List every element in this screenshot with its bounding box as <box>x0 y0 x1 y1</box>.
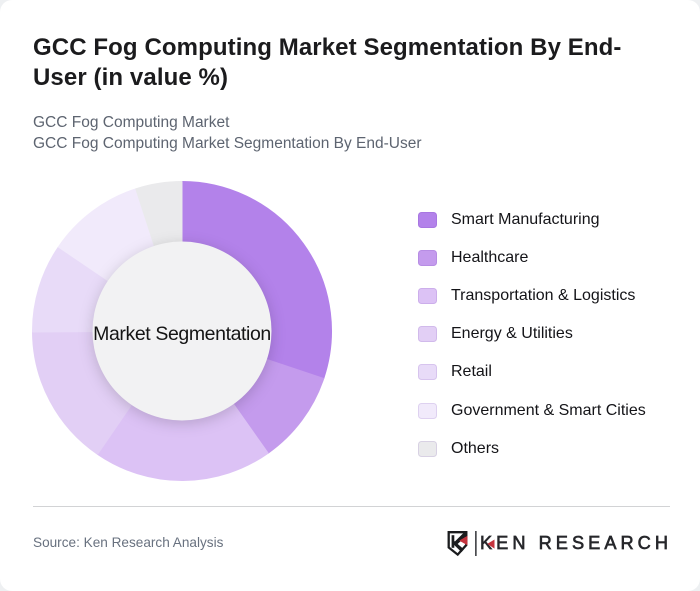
svg-text:KEN RESEARCH: KEN RESEARCH <box>480 533 668 553</box>
